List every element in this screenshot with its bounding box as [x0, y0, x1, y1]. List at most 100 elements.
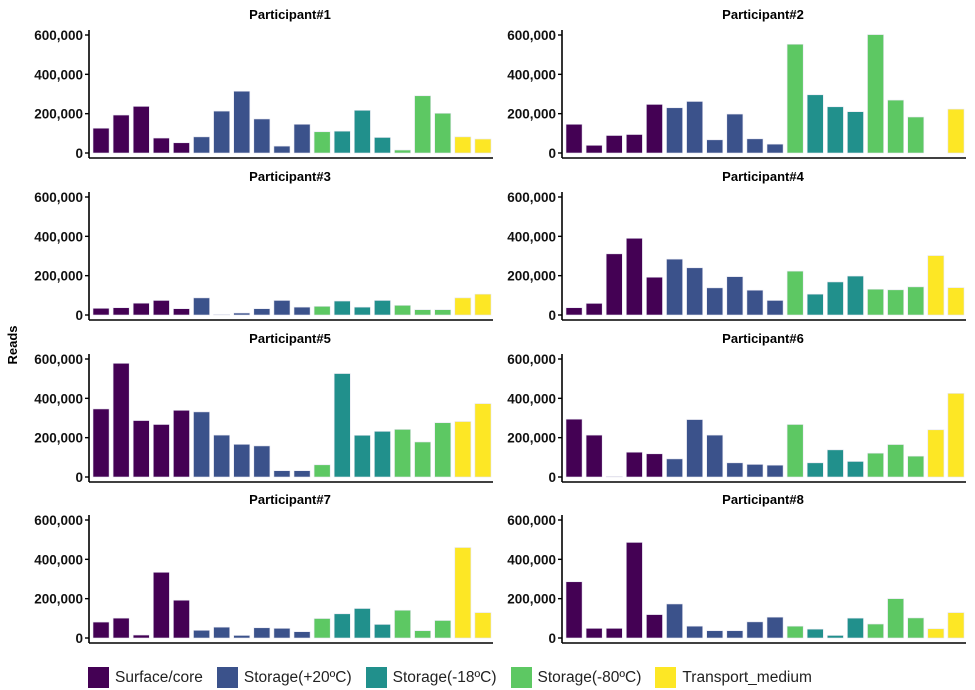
legend-label: Transport_medium	[682, 668, 812, 686]
bar	[706, 287, 724, 316]
bar	[353, 435, 371, 478]
bar	[666, 458, 683, 478]
bar	[766, 143, 784, 154]
bar	[806, 462, 824, 478]
legend-swatch	[216, 667, 238, 688]
bar	[746, 289, 764, 316]
bar	[233, 444, 251, 478]
bar	[434, 422, 452, 478]
bar	[454, 421, 472, 478]
facet-title: Participant#7	[249, 492, 331, 507]
bar	[394, 609, 411, 639]
legend-swatch	[365, 667, 387, 688]
bar	[806, 94, 824, 154]
y-tick-label: 600,000	[34, 190, 83, 205]
facet-title: Participant#1	[249, 7, 331, 22]
bar	[454, 136, 472, 154]
bar	[353, 110, 371, 154]
bar	[646, 614, 663, 639]
bar	[253, 118, 271, 154]
bar	[313, 618, 331, 639]
bar	[605, 135, 623, 154]
legend-swatch	[655, 667, 677, 688]
y-tick-label: 200,000	[34, 107, 83, 122]
legend-label: Storage(+20ºC)	[243, 668, 352, 686]
bar	[726, 630, 744, 639]
bar	[333, 130, 351, 154]
bar	[706, 139, 724, 154]
bar	[173, 142, 190, 154]
bar	[806, 293, 824, 316]
bar	[92, 408, 110, 478]
legend-label: Storage(-18ºC)	[392, 668, 497, 686]
facet-title: Participant#8	[722, 492, 804, 507]
bar	[193, 297, 210, 316]
bar	[273, 628, 291, 639]
bar	[213, 110, 231, 154]
bar	[434, 620, 452, 639]
bar	[666, 107, 683, 154]
y-tick-label: 600,000	[34, 28, 83, 43]
bar	[112, 617, 130, 639]
bar	[786, 270, 804, 316]
bar	[706, 630, 724, 639]
bar	[293, 631, 311, 639]
bar	[867, 623, 884, 639]
bar	[474, 612, 492, 639]
bar	[414, 630, 432, 639]
bar	[826, 106, 844, 154]
facet-title: Participant#2	[722, 7, 804, 22]
bar	[353, 608, 371, 639]
bar	[726, 462, 744, 478]
bar	[686, 267, 703, 316]
y-tick-label: 400,000	[34, 67, 83, 82]
bar	[585, 628, 603, 639]
bar	[213, 314, 231, 316]
bar	[153, 300, 170, 316]
y-tick-label: 400,000	[34, 552, 83, 567]
bar	[786, 625, 804, 639]
bar	[605, 253, 623, 316]
bar	[565, 418, 583, 478]
legend-label: Storage(-80ºC)	[537, 668, 642, 686]
facet-title: Participant#3	[249, 169, 331, 184]
facet-title: Participant#4	[722, 169, 804, 184]
y-tick-label: 0	[75, 470, 83, 485]
bar	[907, 116, 925, 154]
bar	[394, 429, 411, 478]
bar	[374, 624, 391, 639]
bar	[947, 612, 965, 639]
bar	[806, 628, 824, 639]
bar	[474, 138, 492, 154]
bar	[746, 464, 764, 478]
bar	[333, 300, 351, 316]
bar	[273, 145, 291, 154]
bar	[927, 255, 945, 316]
bar	[153, 137, 170, 154]
y-tick-label: 400,000	[507, 229, 556, 244]
bar	[625, 238, 643, 316]
bar	[847, 461, 864, 478]
y-tick-label: 400,000	[507, 391, 556, 406]
bar	[686, 101, 703, 154]
bar	[353, 306, 371, 316]
bar	[273, 470, 291, 478]
legend-label: Surface/core	[115, 668, 203, 686]
bar	[173, 599, 190, 639]
bar	[173, 308, 190, 316]
bar	[374, 431, 391, 478]
y-tick-label: 600,000	[34, 352, 83, 367]
bar	[646, 453, 663, 478]
bar	[907, 455, 925, 478]
bar	[666, 603, 683, 639]
bar	[786, 43, 804, 154]
bar	[193, 630, 210, 639]
facet-title: Participant#5	[249, 331, 331, 346]
bar	[726, 276, 744, 316]
bar	[585, 303, 603, 316]
bar	[213, 626, 231, 639]
legend-item-surface-core: Surface/core	[88, 667, 203, 688]
bar	[726, 113, 744, 154]
bar	[947, 108, 965, 154]
y-tick-label: 0	[75, 631, 83, 646]
